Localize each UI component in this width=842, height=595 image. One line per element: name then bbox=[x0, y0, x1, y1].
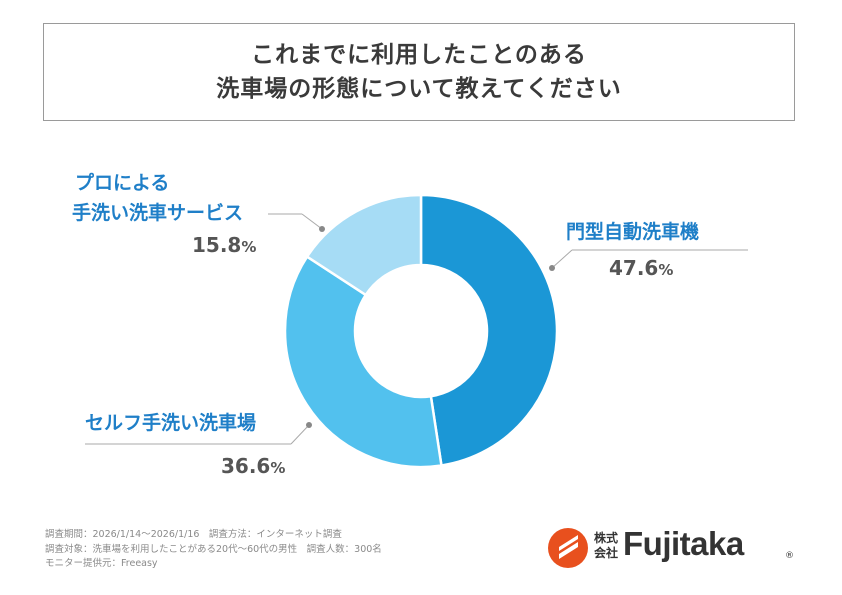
slice-value-1-number: 47.6 bbox=[609, 256, 658, 280]
slice-value-1-unit: % bbox=[658, 261, 673, 279]
footnote-line-2: 調査対象：洗車場を利用したことがある20代～60代の男性 調査人数：300名 bbox=[45, 543, 382, 555]
footnote-line-1: 調査期間：2026/1/14～2026/1/16 調査方法：インターネット調査 bbox=[45, 529, 342, 540]
leader-line-segment-1 bbox=[551, 249, 573, 269]
slice-value-2: 36.6% bbox=[221, 454, 285, 478]
survey-footnote: 調査期間：2026/1/14～2026/1/16 調査方法：インターネット調査 … bbox=[45, 528, 382, 572]
fujitaka-logo-icon bbox=[548, 528, 588, 568]
logo-stripe-lower bbox=[559, 542, 578, 559]
slice-label-3-line-1: プロによる bbox=[75, 171, 169, 194]
chart-title-line-1: これまでに利用したことのある bbox=[251, 42, 587, 68]
leader-line-segment-3 bbox=[301, 213, 323, 230]
logo-wordmark: Fujitaka bbox=[623, 525, 744, 562]
leader-line-segment-2 bbox=[290, 424, 310, 445]
leader-dot-segment-2 bbox=[306, 422, 312, 428]
slice-value-2-number: 36.6 bbox=[221, 454, 270, 478]
logo-stripe-upper bbox=[559, 535, 578, 551]
slice-value-2-unit: % bbox=[270, 459, 285, 477]
slice-label-2: セルフ手洗い洗車場 bbox=[85, 411, 256, 434]
slice-value-3-number: 15.8 bbox=[192, 233, 241, 257]
logo-kaisha: 会社 bbox=[594, 546, 619, 560]
donut-slice-2 bbox=[283, 254, 443, 469]
logo-kabushiki: 株式 bbox=[594, 531, 619, 545]
slice-value-3-unit: % bbox=[241, 238, 256, 256]
donut-slice-3 bbox=[305, 193, 423, 297]
slice-value-3: 15.8% bbox=[192, 233, 256, 257]
chart-title-line-2: 洗車場の形態について教えてください bbox=[216, 76, 622, 102]
logo-circle bbox=[548, 528, 588, 568]
title-box: これまでに利用したことのある 洗車場の形態について教えてください bbox=[43, 23, 795, 121]
leader-dot-segment-3 bbox=[319, 226, 325, 232]
footnote-line-3: モニター提供元：Freeasy bbox=[45, 558, 158, 569]
slice-label-1: 門型自動洗車機 bbox=[566, 220, 699, 243]
logo-registered-mark: ® bbox=[785, 551, 794, 561]
leader-dot-segment-1 bbox=[549, 265, 555, 271]
donut-slices bbox=[283, 193, 559, 469]
donut-slice-1 bbox=[419, 193, 559, 467]
slice-value-1: 47.6% bbox=[609, 256, 673, 280]
slice-label-3-line-2: 手洗い洗車サービス bbox=[72, 201, 243, 224]
company-logo: 株式 会社 Fujitaka ® bbox=[547, 525, 797, 568]
logo-kabushiki-kaisha: 株式 会社 bbox=[594, 531, 618, 561]
